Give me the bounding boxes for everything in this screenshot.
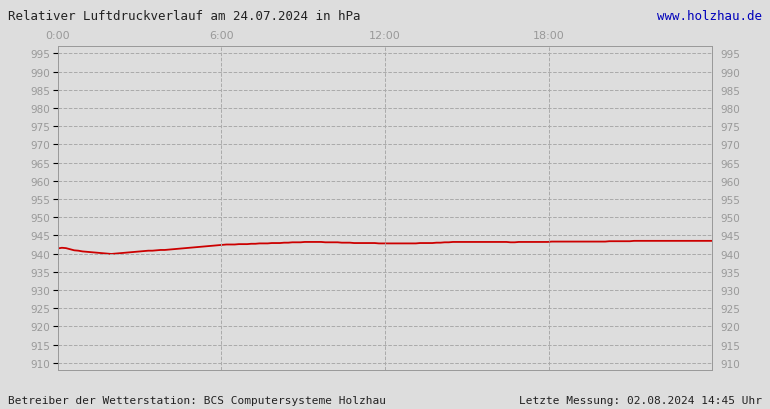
Text: www.holzhau.de: www.holzhau.de	[658, 10, 762, 23]
Text: Letzte Messung: 02.08.2024 14:45 Uhr: Letzte Messung: 02.08.2024 14:45 Uhr	[519, 395, 762, 405]
Text: Relativer Luftdruckverlauf am 24.07.2024 in hPa: Relativer Luftdruckverlauf am 24.07.2024…	[8, 10, 360, 23]
Text: Betreiber der Wetterstation: BCS Computersysteme Holzhau: Betreiber der Wetterstation: BCS Compute…	[8, 395, 386, 405]
